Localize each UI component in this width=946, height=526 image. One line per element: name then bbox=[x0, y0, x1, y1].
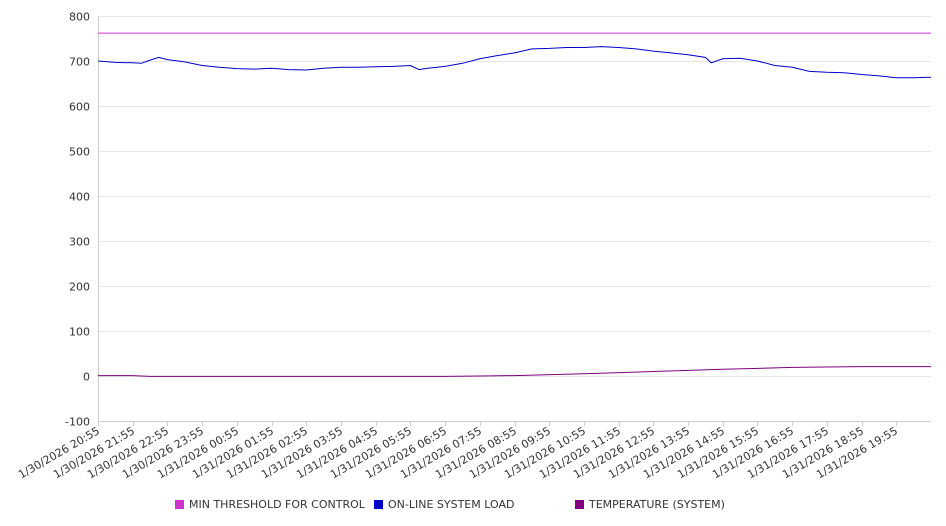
legend-swatch-icon bbox=[175, 500, 184, 509]
x-tick-labels: 1/30/2026 20:551/30/2026 21:551/30/2026 … bbox=[16, 424, 900, 481]
system-load-line bbox=[98, 46, 931, 79]
legend-label: ON-LINE SYSTEM LOAD bbox=[388, 498, 515, 511]
series-lines bbox=[98, 32, 931, 377]
legend-item-temperature[interactable]: TEMPERATURE (SYSTEM) bbox=[575, 497, 725, 513]
y-tick-label: 0 bbox=[83, 371, 90, 384]
temperature-line bbox=[98, 366, 931, 377]
grid-lines bbox=[98, 16, 931, 422]
legend-item-system-load[interactable]: ON-LINE SYSTEM LOAD bbox=[374, 497, 514, 513]
legend-item-min-threshold[interactable]: MIN THRESHOLD FOR CONTROL bbox=[175, 497, 365, 513]
y-tick-label: 800 bbox=[69, 11, 90, 24]
legend-swatch-icon bbox=[575, 500, 584, 509]
y-tick-label: -100 bbox=[65, 416, 90, 429]
legend-swatch-icon bbox=[374, 500, 383, 509]
y-tick-label: 200 bbox=[69, 281, 90, 294]
y-tick-label: 700 bbox=[69, 56, 90, 69]
y-tick-label: 400 bbox=[69, 191, 90, 204]
y-tick-labels: 800 700 600 500 400 300 200 100 0 -100 bbox=[65, 11, 90, 429]
y-tick-label: 100 bbox=[69, 326, 90, 339]
axes bbox=[98, 16, 931, 426]
y-tick-label: 600 bbox=[69, 101, 90, 114]
y-tick-label: 500 bbox=[69, 146, 90, 159]
y-tick-label: 300 bbox=[69, 236, 90, 249]
legend-label: MIN THRESHOLD FOR CONTROL bbox=[189, 498, 365, 511]
legend: MIN THRESHOLD FOR CONTROL ON-LINE SYSTEM… bbox=[0, 497, 946, 515]
legend-label: TEMPERATURE (SYSTEM) bbox=[589, 498, 725, 511]
